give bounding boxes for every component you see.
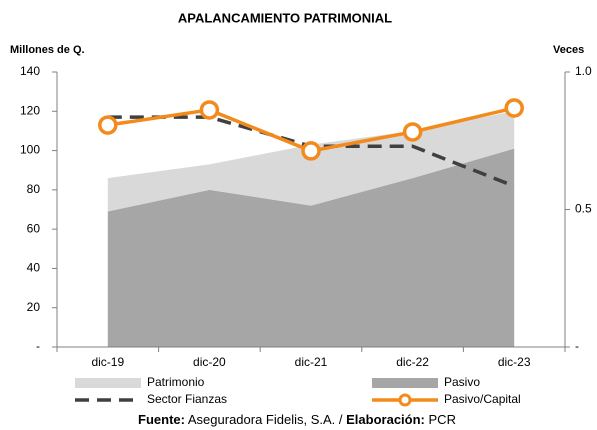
legend-marker	[398, 393, 412, 407]
source-label: Fuente:	[138, 412, 185, 427]
y2-tick-label: 1.0	[575, 64, 592, 78]
y2-axis-title: Veces	[553, 44, 584, 56]
source-text: Aseguradora Fidelis, S.A. /	[188, 412, 343, 427]
point	[98, 115, 118, 135]
point	[301, 141, 321, 161]
x-tick-label: dic-23	[498, 355, 531, 369]
legend-swatch	[75, 378, 141, 388]
y-tick-label: 20	[27, 300, 41, 314]
legend-label: Patrimonio	[147, 375, 205, 389]
legend-label: Pasivo/Capital	[444, 392, 521, 406]
y-tick-label: 40	[27, 261, 41, 275]
legend-label: Pasivo	[444, 375, 480, 389]
legend-swatch	[372, 378, 438, 388]
chart-title: APALANCAMIENTO PATRIMONIAL	[178, 10, 392, 25]
y2-tick-label: 0.5	[575, 202, 592, 216]
x-tick-label: dic-22	[396, 355, 429, 369]
source-note: Fuente: Aseguradora Fidelis, S.A. / Elab…	[138, 412, 456, 427]
x-tick-label: dic-21	[295, 355, 328, 369]
legend-label: Sector Fianzas	[147, 392, 227, 406]
y-tick-label: 140	[20, 64, 40, 78]
y2-tick-label: -	[575, 339, 579, 353]
credit-text: PCR	[429, 412, 456, 427]
y-tick-label: 120	[20, 103, 40, 117]
credit-label: Elaboración:	[346, 412, 425, 427]
area	[107, 148, 515, 347]
point	[199, 100, 220, 120]
y-axis-title: Millones de Q.	[10, 44, 85, 56]
y-tick-label: 60	[27, 221, 41, 235]
y-tick-label: 100	[20, 143, 40, 157]
point	[402, 122, 423, 142]
x-tick-label: dic-19	[91, 355, 124, 369]
y-tick-label: -	[36, 339, 40, 353]
point	[504, 98, 524, 118]
y-tick-label: 80	[27, 182, 41, 196]
x-tick-label: dic-20	[193, 355, 226, 369]
